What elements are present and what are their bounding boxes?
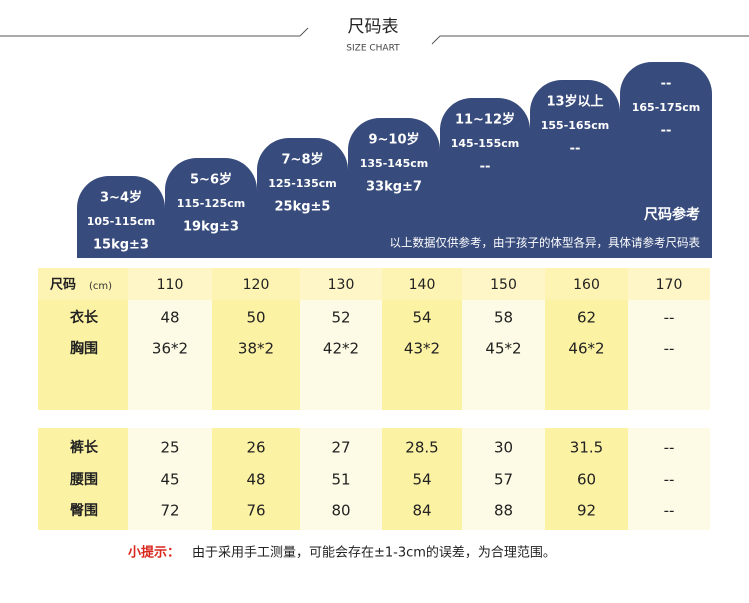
- height: 115-125cm: [177, 197, 245, 210]
- cell: 25: [160, 439, 179, 457]
- cell: 30: [494, 439, 513, 457]
- height: 135-145cm: [360, 157, 428, 170]
- cell: 48: [246, 471, 265, 489]
- age: 7~8岁: [282, 152, 324, 168]
- cell: --: [664, 502, 675, 520]
- tip-label: 小提示：: [128, 545, 180, 561]
- cell: 45: [160, 471, 179, 489]
- size-header: 140: [409, 277, 436, 293]
- cell: 45*2: [485, 340, 521, 358]
- row-label: 腰围: [69, 472, 98, 488]
- title: 尺码表: [348, 17, 399, 37]
- size-bar: [257, 138, 348, 258]
- cell: 88: [494, 502, 513, 520]
- cell: --: [664, 471, 675, 489]
- size-header: 120: [243, 277, 270, 293]
- cell: 80: [331, 502, 350, 520]
- cell: 62: [577, 309, 596, 327]
- cell: 58: [494, 309, 513, 327]
- row-label: 裤长: [70, 439, 99, 456]
- height: 165-175cm: [632, 101, 700, 114]
- row-label: 胸围: [70, 340, 98, 357]
- size-bar: [620, 62, 712, 258]
- reference-title: 尺码参考: [644, 206, 700, 223]
- age: --: [661, 77, 672, 92]
- cell: --: [664, 340, 675, 358]
- cell: 54: [412, 309, 431, 327]
- height: 145-155cm: [451, 137, 519, 150]
- cell: 38*2: [238, 340, 274, 358]
- size-header: 150: [490, 277, 517, 293]
- subtitle: SIZE CHART: [346, 44, 400, 54]
- cell: 72: [160, 502, 179, 520]
- age: 13岁以上: [546, 94, 603, 110]
- cell: 50: [246, 309, 265, 327]
- table-column: [38, 428, 128, 530]
- cell: 52: [331, 309, 350, 327]
- table-column: [545, 428, 628, 530]
- cell: 27: [331, 439, 350, 457]
- size-bar: [165, 158, 257, 258]
- size-header: 170: [656, 277, 683, 293]
- size-header: 130: [328, 277, 355, 293]
- table-column: [300, 428, 382, 530]
- height: 155-165cm: [541, 119, 609, 132]
- cell: 36*2: [152, 340, 188, 358]
- weight: --: [661, 124, 672, 139]
- size-bar: [530, 80, 620, 258]
- cell: 46*2: [568, 340, 604, 358]
- cell: --: [664, 309, 675, 327]
- cell: 54: [412, 471, 431, 489]
- table-column: [382, 428, 462, 530]
- age: 5~6岁: [190, 172, 232, 188]
- header-label: 尺码: [50, 278, 76, 293]
- cell: 48: [160, 309, 179, 327]
- weight: --: [570, 142, 581, 157]
- header-rule: [431, 35, 441, 45]
- tip-text: 由于采用手工测量，可能会存在±1-3cm的误差，为合理范围。: [192, 545, 556, 561]
- table-column: [628, 428, 710, 530]
- age: 11~12岁: [455, 112, 515, 128]
- cell: 42*2: [323, 340, 359, 358]
- cell: 26: [246, 439, 265, 457]
- table-column: [128, 428, 212, 530]
- table-column: [212, 428, 300, 530]
- size-header: 160: [573, 277, 600, 293]
- header-rule: [299, 27, 309, 37]
- age: 9~10岁: [368, 132, 419, 148]
- header-row: [38, 268, 710, 300]
- cell: 31.5: [570, 439, 603, 457]
- row-label: 衣长: [70, 309, 99, 326]
- cell: 84: [412, 502, 431, 520]
- height: 125-135cm: [268, 177, 336, 190]
- cell: 92: [577, 502, 596, 520]
- height: 105-115cm: [87, 215, 155, 228]
- weight: 15kg±3: [93, 238, 149, 253]
- size-bar: [77, 176, 165, 258]
- cell: 43*2: [404, 340, 440, 358]
- table-column: [462, 428, 545, 530]
- size-bar: [348, 118, 440, 258]
- row-label: 臀围: [70, 503, 98, 519]
- age: 3~4岁: [100, 190, 142, 206]
- cell: 76: [246, 502, 265, 520]
- header-unit: (cm): [89, 281, 112, 292]
- reference-note: 以上数据仅供参考，由于孩子的体型各异，具体请参考尺码表: [390, 236, 701, 250]
- size-bar: [440, 98, 530, 258]
- size-header: 110: [157, 277, 184, 293]
- cell: --: [664, 439, 675, 457]
- cell: 28.5: [405, 439, 438, 457]
- weight: 33kg±7: [366, 180, 422, 195]
- weight: --: [480, 160, 491, 175]
- cell: 60: [577, 471, 596, 489]
- cell: 57: [494, 471, 513, 489]
- weight: 25kg±5: [275, 200, 331, 215]
- cell: 51: [331, 471, 350, 489]
- weight: 19kg±3: [183, 220, 239, 235]
